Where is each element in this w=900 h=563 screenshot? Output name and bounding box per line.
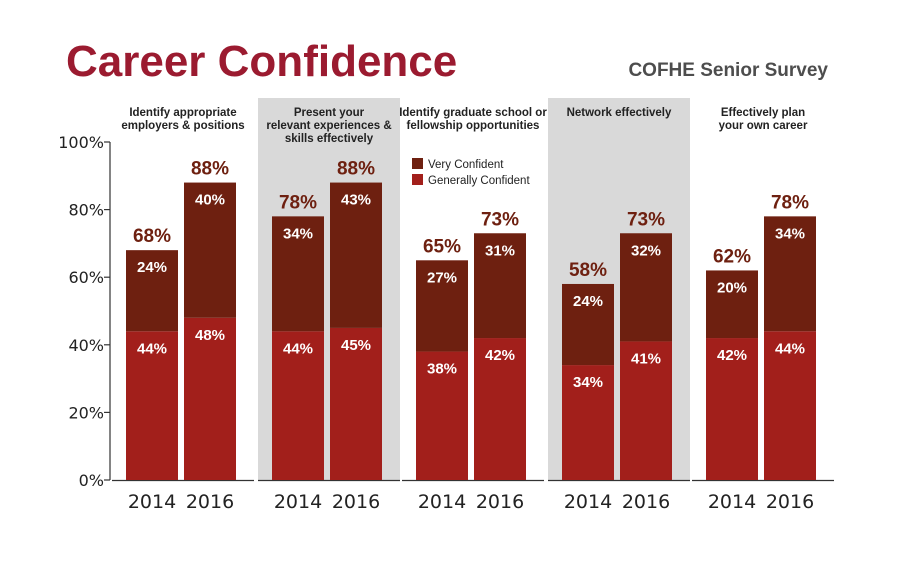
group-title-line: Identify graduate school or [399, 107, 547, 119]
x-tick-label: 2014 [274, 491, 322, 513]
generally-confident-label: 44% [137, 340, 167, 357]
very-confident-label: 43% [341, 192, 371, 209]
very-confident-label: 20% [717, 279, 747, 296]
total-label: 68% [133, 226, 171, 247]
bar-generally-confident [330, 327, 382, 480]
total-label: 65% [423, 236, 461, 257]
total-label: 73% [481, 209, 519, 230]
y-tick-label: 40% [68, 336, 104, 355]
very-confident-label: 27% [427, 269, 457, 286]
very-confident-label: 31% [485, 242, 515, 259]
very-confident-label: 24% [573, 293, 603, 310]
group-title-line: fellowship opportunities [407, 120, 540, 132]
bar-generally-confident [184, 317, 236, 480]
y-tick-label: 20% [68, 403, 104, 422]
group-title-line: Present your [294, 107, 365, 119]
very-confident-label: 34% [775, 225, 805, 242]
y-tick-label: 80% [68, 201, 104, 220]
bar-very-confident [764, 216, 816, 332]
bar-very-confident [126, 250, 178, 332]
very-confident-label: 40% [195, 192, 225, 209]
generally-confident-label: 42% [485, 347, 515, 364]
total-label: 88% [191, 159, 229, 180]
bar-very-confident [562, 283, 614, 366]
bar-generally-confident [562, 365, 614, 480]
generally-confident-label: 44% [775, 340, 805, 357]
y-tick-label: 0% [79, 471, 104, 490]
x-tick-label: 2014 [128, 491, 176, 513]
very-confident-label: 32% [631, 242, 661, 259]
chart-title: Career Confidence [66, 37, 457, 86]
bar-very-confident [330, 182, 382, 328]
bar-very-confident [184, 182, 236, 318]
legend-label: Very Confident [428, 159, 504, 171]
total-label: 73% [627, 209, 665, 230]
generally-confident-label: 38% [427, 361, 457, 378]
very-confident-label: 34% [283, 225, 313, 242]
bar-generally-confident [764, 331, 816, 480]
bar-very-confident [474, 233, 526, 339]
y-tick-label: 60% [68, 268, 104, 287]
total-label: 88% [337, 159, 375, 180]
legend-label: Generally Confident [428, 175, 530, 187]
bar-very-confident [272, 216, 324, 332]
group-title-line: skills effectively [285, 133, 374, 145]
x-tick-label: 2016 [476, 491, 524, 513]
y-axis: 0% 20% 40% 60% 80% 100% [58, 133, 111, 490]
generally-confident-label: 44% [283, 340, 313, 357]
legend-swatch [412, 174, 423, 185]
x-tick-label: 2016 [186, 491, 234, 513]
bar-group: Network effectively 34% 24% 58% 2014 41% 32% 73… [548, 107, 690, 513]
x-tick-label: 2014 [418, 491, 466, 513]
x-tick-label: 2014 [564, 491, 612, 513]
legend-swatch [412, 158, 423, 169]
generally-confident-label: 48% [195, 327, 225, 344]
bar-generally-confident [416, 351, 468, 480]
very-confident-label: 24% [137, 259, 167, 276]
generally-confident-label: 34% [573, 374, 603, 391]
group-title-line: Effectively plan [721, 107, 805, 119]
x-tick-label: 2016 [766, 491, 814, 513]
bar-very-confident [416, 260, 468, 352]
bar-generally-confident [474, 338, 526, 480]
legend: Very Confident Generally Confident [412, 158, 530, 187]
total-label: 58% [569, 260, 607, 281]
x-tick-label: 2016 [332, 491, 380, 513]
total-label: 78% [771, 192, 809, 213]
y-tick-label: 100% [58, 133, 104, 152]
group-title-line: Network effectively [567, 107, 672, 119]
generally-confident-label: 41% [631, 350, 661, 367]
x-tick-label: 2016 [622, 491, 670, 513]
generally-confident-label: 42% [717, 347, 747, 364]
group-title-line: relevant experiences & [266, 120, 391, 132]
chart-subtitle: COFHE Senior Survey [628, 60, 828, 81]
total-label: 78% [279, 192, 317, 213]
bar-very-confident [706, 270, 758, 339]
bar-very-confident [620, 233, 672, 342]
bar-generally-confident [126, 331, 178, 480]
total-label: 62% [713, 246, 751, 267]
group-title-line: Identify appropriate [129, 107, 236, 119]
bar-generally-confident [706, 338, 758, 480]
group-title-line: your own career [719, 120, 808, 132]
generally-confident-label: 45% [341, 337, 371, 354]
group-title-line: employers & positions [121, 120, 244, 132]
bar-generally-confident [272, 331, 324, 480]
bar-generally-confident [620, 341, 672, 480]
x-tick-label: 2014 [708, 491, 756, 513]
